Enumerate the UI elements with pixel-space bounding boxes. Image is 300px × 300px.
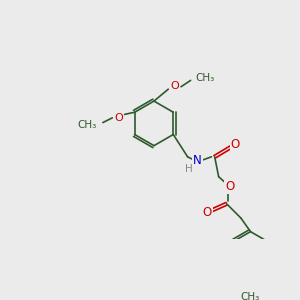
Text: O: O	[114, 113, 123, 123]
Text: CH₃: CH₃	[77, 120, 97, 130]
Text: CH₃: CH₃	[241, 292, 260, 300]
Text: O: O	[170, 81, 179, 91]
Text: O: O	[231, 138, 240, 151]
Text: O: O	[202, 206, 211, 219]
Text: CH₃: CH₃	[195, 73, 214, 83]
Text: O: O	[225, 180, 234, 193]
Text: N: N	[193, 154, 202, 167]
Text: H: H	[185, 164, 193, 174]
